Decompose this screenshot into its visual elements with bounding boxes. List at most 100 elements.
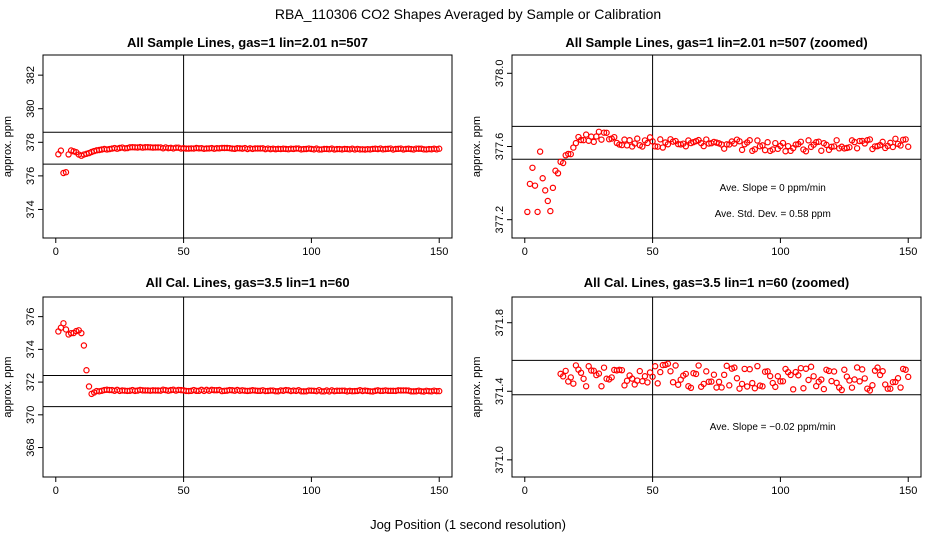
data-point [608, 374, 615, 381]
data-point [879, 138, 886, 146]
y-tick-label: 380 [25, 100, 37, 118]
data-point [539, 175, 546, 182]
data-point [892, 135, 899, 142]
data-point [570, 380, 577, 387]
plot-frame [511, 296, 922, 478]
chart-panel-1: All Sample Lines, gas=1 lin=2.01 n=507 ap… [2, 35, 453, 258]
data-point [820, 385, 828, 393]
x-tick-label: 150 [430, 246, 448, 258]
data-point [905, 143, 912, 150]
data-point [639, 143, 646, 150]
data-point [795, 372, 802, 379]
data-point [833, 137, 840, 144]
data-point [761, 146, 769, 154]
data-point [544, 197, 551, 205]
data-point [433, 146, 440, 153]
data-point [802, 148, 810, 155]
data-point [669, 378, 677, 386]
data-point [649, 138, 656, 145]
y-tick-label: 378.0 [494, 60, 506, 88]
data-point [695, 362, 702, 369]
chart-panel-4: All Cal. Lines, gas=3.5 lin=1 n=60 (zoom… [471, 275, 922, 497]
data-point [869, 382, 876, 389]
data-point [67, 329, 75, 337]
data-point [777, 378, 784, 385]
data-point [746, 137, 753, 144]
data-point [851, 376, 858, 383]
data-point [605, 136, 613, 143]
annotation-text: Ave. Slope = −0.02 ppm/min [710, 422, 836, 433]
data-point [853, 145, 861, 152]
y-tick-label: 371.4 [494, 378, 506, 406]
data-point [779, 139, 787, 147]
data-point [436, 145, 443, 152]
data-point [436, 387, 443, 395]
data-point [674, 381, 682, 388]
y-tick-label: 371.0 [494, 446, 506, 474]
data-point [641, 373, 649, 380]
y-tick-label: 376 [25, 307, 37, 325]
data-point [531, 182, 539, 189]
data-point [743, 383, 751, 390]
y-tick-label: 376 [25, 167, 37, 185]
data-point [572, 139, 580, 147]
data-point [736, 138, 743, 145]
data-point [542, 187, 549, 194]
x-tick-label: 50 [177, 246, 189, 258]
data-point [897, 384, 904, 391]
data-point [657, 136, 664, 143]
data-point [577, 369, 585, 377]
data-point [580, 375, 587, 382]
data-point [700, 142, 707, 150]
data-point [80, 342, 88, 349]
data-point [856, 137, 863, 145]
annotation-text: Ave. Slope = 0 ppm/min [720, 183, 826, 194]
data-point [682, 370, 690, 378]
data-point [672, 362, 679, 369]
data-point [636, 367, 644, 375]
data-point [708, 378, 715, 385]
y-tick-label: 377.6 [494, 133, 506, 161]
plot-frame [42, 296, 453, 478]
data-point [600, 364, 608, 371]
x-tick-label: 100 [771, 246, 789, 258]
chart-panel-2: All Sample Lines, gas=1 lin=2.01 n=507 (… [471, 35, 922, 258]
data-point [62, 326, 70, 333]
data-point [874, 364, 881, 371]
x-tick-label: 100 [771, 485, 789, 497]
data-point [887, 385, 894, 392]
y-tick-label: 374 [25, 200, 37, 218]
data-point [433, 387, 440, 395]
data-point [764, 368, 771, 375]
data-point [823, 141, 830, 149]
data-point [856, 378, 863, 385]
panel-title: All Sample Lines, gas=1 lin=2.01 n=507 [127, 35, 368, 50]
data-point [593, 133, 600, 140]
y-tick-label: 371.8 [494, 309, 506, 337]
data-point [567, 150, 574, 158]
data-point [687, 384, 695, 392]
data-point [621, 136, 628, 143]
figure-title: RBA_110306 CO2 Shapes Averaged by Sample… [274, 6, 662, 22]
x-tick-label: 0 [53, 246, 59, 258]
data-point [787, 371, 794, 379]
data-point [536, 148, 544, 155]
data-point [800, 385, 807, 392]
x-axis-label: Jog Position (1 second resolution) [370, 517, 566, 532]
data-point [549, 184, 557, 192]
data-point [792, 141, 799, 148]
data-point [759, 383, 766, 390]
panel-title: All Cal. Lines, gas=3.5 lin=1 n=60 [145, 275, 349, 290]
data-point [859, 366, 866, 373]
data-point [818, 147, 825, 154]
data-point [85, 383, 93, 390]
data-point [616, 141, 623, 148]
data-point [588, 367, 595, 374]
data-point [772, 139, 779, 147]
data-point [828, 143, 835, 151]
data-point [879, 367, 886, 375]
data-point [78, 329, 85, 337]
panel-title: All Sample Lines, gas=1 lin=2.01 n=507 (… [565, 35, 867, 50]
data-point [562, 367, 569, 375]
data-point [559, 373, 567, 380]
